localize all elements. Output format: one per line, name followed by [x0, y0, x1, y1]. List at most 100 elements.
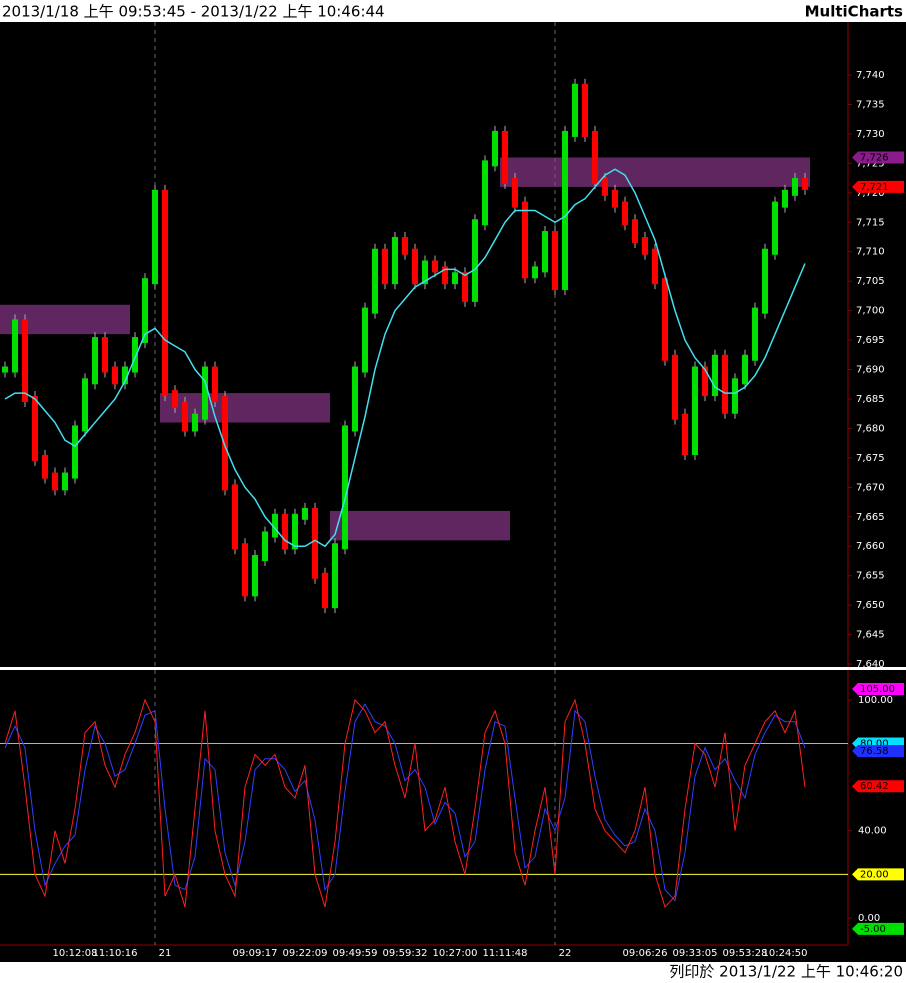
y-tick-label: 7,705	[856, 276, 885, 287]
price-bar	[132, 337, 138, 373]
y-tick-label: 7,700	[856, 306, 885, 317]
price-bar	[802, 178, 808, 190]
price-bar	[642, 236, 648, 255]
title: 2013/1/18 上午 09:53:45 - 2013/1/22 上午 10:…	[2, 3, 385, 21]
price-bar	[722, 354, 728, 414]
x-tick-label: 09:09:17	[233, 948, 278, 959]
price-bar	[792, 178, 798, 196]
oscillator-line	[4, 703, 806, 902]
price-bar	[372, 248, 378, 314]
brand: MultiCharts	[805, 3, 903, 21]
y-tick-label: 7,690	[856, 365, 885, 376]
footer-text: 列印於 2013/1/22 上午 10:46:20	[669, 963, 903, 981]
y-tick-label: 40.00	[858, 826, 887, 837]
price-bar	[682, 413, 688, 455]
price-bar	[472, 219, 478, 302]
price-bar	[502, 130, 508, 185]
price-bar	[522, 201, 528, 279]
price-bar	[192, 413, 198, 432]
value-flag	[852, 922, 904, 935]
price-bar	[652, 248, 658, 285]
x-tick-label: 09:53:28	[723, 948, 768, 959]
price-bar	[282, 513, 288, 550]
y-tick-label: 7,665	[856, 512, 885, 523]
flag-label: 7,726	[860, 152, 889, 163]
x-tick-label: 09:33:05	[673, 948, 718, 959]
price-bar	[292, 513, 298, 550]
price-bar	[342, 425, 348, 550]
value-flag	[852, 180, 904, 193]
price-bar	[772, 201, 778, 255]
price-bar	[492, 130, 498, 167]
price-bar	[182, 401, 188, 432]
price-bar	[72, 425, 78, 479]
y-tick-label: 7,730	[856, 129, 885, 140]
price-bar	[742, 354, 748, 385]
price-bar	[592, 130, 598, 185]
price-zone	[330, 510, 510, 541]
y-tick-label: 7,740	[856, 70, 885, 81]
header-bar	[0, 0, 906, 22]
x-tick-label: 11:10:16	[93, 948, 138, 959]
price-bar	[122, 366, 128, 385]
flag-label: 80.00	[860, 739, 889, 750]
x-tick-label: 09:49:59	[333, 948, 378, 959]
price-bar	[152, 189, 158, 285]
price-bar	[402, 236, 408, 255]
moving-average	[4, 168, 806, 548]
price-bar	[102, 337, 108, 373]
value-flag	[852, 744, 904, 757]
value-flag	[852, 683, 904, 696]
price-bar	[602, 178, 608, 196]
price-bar	[692, 366, 698, 455]
y-tick-label: 7,710	[856, 247, 885, 258]
price-bar	[632, 219, 638, 243]
y-tick-label: 7,695	[856, 335, 885, 346]
price-bar	[242, 543, 248, 597]
x-tick-label: 10:12:08	[53, 948, 98, 959]
price-bar	[572, 83, 578, 137]
price-bar	[42, 454, 48, 479]
y-tick-label: 7,685	[856, 394, 885, 405]
price-bar	[532, 266, 538, 279]
x-tick-label: 09:22:09	[283, 948, 328, 959]
price-bar	[392, 236, 398, 285]
price-bar	[302, 507, 308, 520]
price-bar	[562, 130, 568, 291]
price-bar	[2, 366, 8, 373]
y-tick-label: 0.00	[858, 913, 880, 924]
price-bar	[332, 543, 338, 609]
price-bar	[672, 354, 678, 420]
x-tick-label: 10:27:00	[433, 948, 478, 959]
price-bar	[202, 366, 208, 420]
price-bar	[272, 513, 278, 538]
price-bar	[702, 366, 708, 397]
footer-bar	[0, 962, 906, 983]
price-bar	[262, 531, 268, 562]
price-bar	[312, 507, 318, 579]
y-tick-label: 7,660	[856, 541, 885, 552]
price-zone	[500, 157, 810, 187]
y-tick-label: 7,670	[856, 482, 885, 493]
price-bar	[482, 160, 488, 226]
price-bar	[112, 366, 118, 385]
y-tick-label: 7,720	[856, 188, 885, 199]
price-bar	[252, 555, 258, 597]
flag-label: 7,721	[860, 182, 889, 193]
x-tick-label: 11:11:48	[483, 948, 528, 959]
value-flag	[852, 151, 904, 164]
price-bar	[22, 319, 28, 402]
price-zone	[160, 393, 330, 423]
value-flag	[852, 868, 904, 881]
price-bar	[92, 337, 98, 385]
price-bar	[222, 395, 228, 491]
price-bar	[552, 231, 558, 291]
price-bar	[422, 260, 428, 285]
price-bar	[612, 189, 618, 208]
price-bar	[662, 278, 668, 361]
price-bar	[452, 272, 458, 285]
x-tick-label: 21	[159, 948, 172, 959]
flag-label: 60.42	[860, 781, 889, 792]
